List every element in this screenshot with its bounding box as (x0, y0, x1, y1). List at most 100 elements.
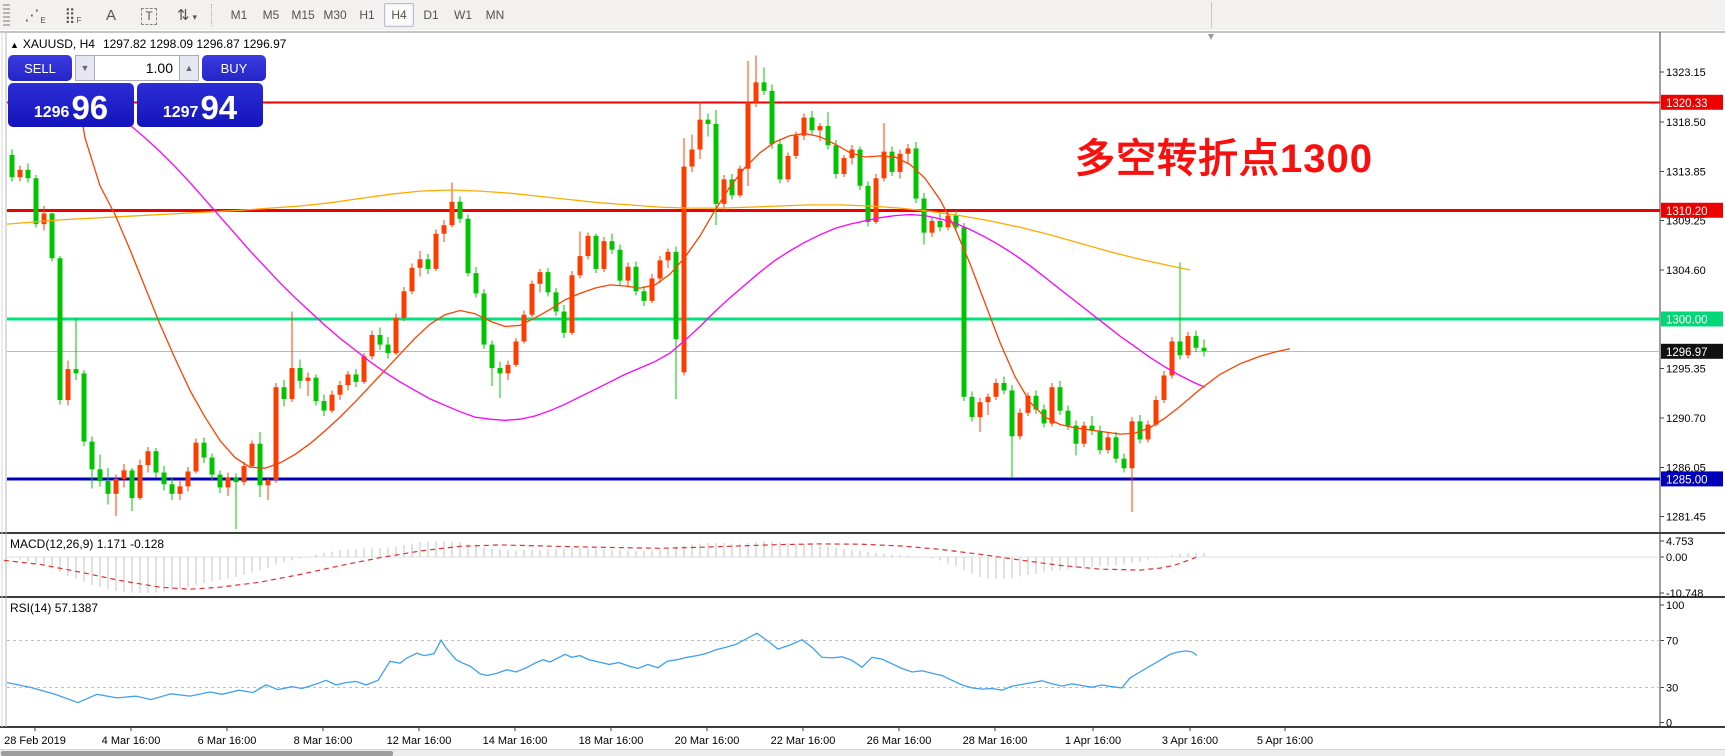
candle-body (73, 369, 79, 374)
svg-text:1295.35: 1295.35 (1666, 364, 1706, 376)
candle-body (9, 154, 15, 178)
timeframe-M1[interactable]: M1 (230, 8, 248, 22)
candle-body (1073, 425, 1079, 444)
timeframe-MN[interactable]: MN (485, 8, 505, 22)
panel-frames (0, 31, 1725, 728)
candles-layer[interactable] (9, 55, 1207, 530)
timeframe-M30[interactable]: M30 (323, 8, 347, 22)
candle-body (473, 273, 479, 294)
volume-input[interactable] (95, 55, 179, 81)
candle-body (817, 126, 823, 131)
candle-body (97, 469, 103, 482)
horizontal-scrollbar[interactable] (0, 749, 1725, 756)
buy-price-tile[interactable]: 1297 94 (137, 83, 263, 127)
candle-body (801, 117, 807, 136)
candle-body (161, 472, 167, 485)
candle-body (769, 90, 775, 145)
volume-down-button[interactable]: ▼ (75, 55, 95, 81)
arrow-tools-icon[interactable]: ⇅ ▾ (176, 7, 198, 24)
candle-body (1105, 437, 1111, 451)
candle-body (937, 220, 943, 228)
collapse-arrow-icon[interactable]: ▲ (10, 40, 19, 50)
text-label-icon[interactable]: A (105, 7, 116, 24)
chart-area[interactable]: 1323.15 1318.50 1313.85 1309.25 1304.60 1295.… (0, 30, 1725, 756)
svg-text:1285.00: 1285.00 (1666, 474, 1708, 486)
candle-body (697, 119, 703, 150)
time-label: 28 Feb 2019 (4, 735, 66, 747)
candle-body (505, 364, 511, 374)
svg-text:1296.97: 1296.97 (1666, 347, 1708, 359)
ohlc-values: 1297.82 1298.09 1296.87 1296.97 (102, 37, 287, 51)
candle-body (977, 402, 983, 418)
candle-body (649, 278, 655, 301)
candle-body (1113, 437, 1119, 459)
timeframe-M15[interactable]: M15 (291, 8, 315, 22)
candle-body (241, 466, 247, 483)
candle-body (585, 235, 591, 257)
sell-price-tile[interactable]: 1296 96 (8, 83, 134, 127)
candle-body (497, 368, 503, 374)
text-box-icon[interactable]: T (132, 2, 166, 28)
sell-button[interactable]: SELL (8, 55, 72, 81)
one-click-trading-panel: SELL ▼ ▲ BUY 1296 96 1297 94 (8, 55, 266, 127)
candle-body (457, 201, 463, 219)
timeframe-D1[interactable]: D1 (423, 8, 439, 22)
timeframe-W1[interactable]: W1 (454, 8, 472, 22)
candle-body (961, 227, 967, 397)
candle-body (193, 442, 199, 472)
rsi-line (6, 632, 1198, 704)
buy-button[interactable]: BUY (202, 55, 266, 81)
candle-body (881, 151, 887, 179)
time-label: 4 Mar 16:00 (102, 735, 161, 747)
candle-body (353, 374, 359, 382)
volume-stepper: ▼ ▲ (75, 55, 199, 81)
candle-body (481, 293, 487, 345)
svg-text:0: 0 (1666, 718, 1672, 730)
candle-body (569, 275, 575, 333)
candle-body (553, 292, 559, 312)
timeframe-H1[interactable]: H1 (359, 8, 375, 22)
candle-body (1201, 347, 1207, 351)
candle-body (745, 102, 751, 169)
candle-body (393, 317, 399, 354)
candle-body (545, 272, 551, 293)
timeframe-M5[interactable]: M5 (262, 8, 280, 22)
volume-up-button[interactable]: ▲ (179, 55, 199, 81)
candle-body (233, 477, 239, 483)
time-label: 1 Apr 16:00 (1065, 735, 1121, 747)
candle-body (521, 314, 527, 342)
svg-text:70: 70 (1666, 635, 1678, 647)
symbol-timeframe: XAUUSD, H4 (22, 37, 95, 51)
candle-body (1065, 410, 1071, 426)
candle-body (641, 291, 647, 301)
candle-body (897, 153, 903, 172)
macd-panel: 4.753 0.00 -10.748 (3, 536, 1703, 600)
timeframe-H4[interactable]: H4 (384, 3, 414, 27)
toolbar-drag-handle[interactable] (3, 4, 10, 26)
candle-body (281, 387, 287, 399)
candle-body (1009, 390, 1015, 437)
candle-body (449, 201, 455, 226)
fibonacci-retracement-icon[interactable]: ⣿ F (64, 7, 82, 25)
candle-body (1025, 395, 1031, 413)
candle-body (537, 272, 543, 284)
scrollbar-thumb[interactable] (1, 751, 393, 756)
candle-body (409, 267, 415, 292)
candle-body (1193, 336, 1199, 348)
candle-body (1169, 341, 1175, 376)
svg-text:1323.15: 1323.15 (1666, 67, 1706, 79)
time-label: 3 Apr 16:00 (1162, 735, 1218, 747)
candle-body (1161, 375, 1167, 401)
ma-mid-line (129, 124, 1206, 421)
candle-body (257, 443, 263, 486)
candle-body (169, 484, 175, 494)
price-badge (1661, 94, 1723, 110)
candle-body (841, 158, 847, 175)
chart-annotation-text: 多空转折点1300 (1075, 137, 1373, 181)
time-label: 14 Mar 16:00 (483, 735, 548, 747)
price-badge (1661, 202, 1723, 218)
timeframe-group: M1 M5 M15 M30 H1 H4 D1 W1 MN (223, 3, 511, 27)
equidistant-channel-icon[interactable]: ⋰ E (24, 7, 46, 25)
svg-text:-10.748: -10.748 (1666, 588, 1703, 600)
sell-price-frac: 96 (71, 89, 109, 126)
